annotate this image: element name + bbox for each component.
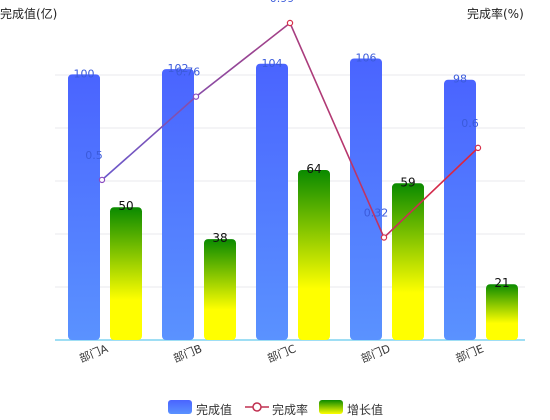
completion-value-label: 102 (168, 62, 189, 75)
completion-value-label: 104 (262, 57, 283, 70)
growth-value-bar (204, 239, 236, 340)
growth-value-bar (298, 170, 330, 340)
x-tick-label: 部门D (359, 341, 393, 365)
completion-rate-label: 0.99 (270, 0, 295, 5)
x-tick-label: 部门E (453, 341, 485, 365)
completion-rate-point (474, 144, 482, 152)
completion-rate-point (192, 93, 200, 100)
legend-line-swatch-icon (245, 402, 269, 412)
completion-value-label: 106 (356, 51, 377, 64)
completion-rate-point (286, 19, 294, 27)
completion-rate-point (380, 234, 388, 241)
completion-value-bar (256, 63, 288, 340)
completion-rate-point (98, 176, 106, 184)
completion-value-bar (162, 69, 194, 340)
completion-rate-label: 0.76 (176, 66, 201, 79)
y-right-axis-title: 完成率(%) (467, 7, 524, 21)
completion-rate-label: 0.32 (364, 207, 389, 220)
growth-value-bar (392, 183, 424, 340)
growth-value-label: 64 (306, 162, 321, 176)
legend: 完成值 完成率 增长值 (0, 398, 550, 418)
x-tick-label: 部门A (77, 341, 110, 365)
y-left-axis-title: 完成值(亿) (0, 7, 58, 21)
plot-area: 100 50 102 38 104 64 106 59 98 21 0.5 0.76 0.99 0.32 0… (55, 0, 525, 365)
growth-value-label: 21 (494, 276, 509, 290)
growth-value-label: 38 (212, 231, 227, 245)
completion-value-label: 100 (74, 67, 95, 80)
growth-value-bar (110, 207, 142, 340)
growth-value-label: 59 (400, 175, 415, 189)
growth-value-label: 50 (118, 199, 133, 213)
x-tick-label: 部门C (265, 341, 298, 365)
bars (68, 58, 518, 340)
legend-label: 完成值 (196, 403, 233, 417)
x-tick-labels: 部门A 部门B 部门C 部门D 部门E (77, 341, 485, 365)
completion-value-bar (68, 74, 100, 340)
x-tick-label: 部门B (171, 341, 204, 365)
completion-rate-label: 0.5 (85, 149, 103, 162)
data-labels: 100 50 102 38 104 64 106 59 98 21 0.5 0.76 0.99 0.32 0… (74, 0, 510, 290)
completion-value-bar (350, 58, 382, 340)
legend-bar-swatch-icon (168, 400, 192, 414)
legend-bar-swatch-icon (319, 400, 343, 414)
completion-value-bar (444, 79, 476, 340)
completion-value-label: 98 (453, 73, 467, 86)
legend-label: 完成率 (272, 403, 309, 417)
completion-rate-label: 0.6 (461, 117, 479, 130)
growth-value-bar (486, 284, 518, 340)
rate-line (98, 19, 482, 241)
legend-label: 增长值 (347, 403, 384, 417)
